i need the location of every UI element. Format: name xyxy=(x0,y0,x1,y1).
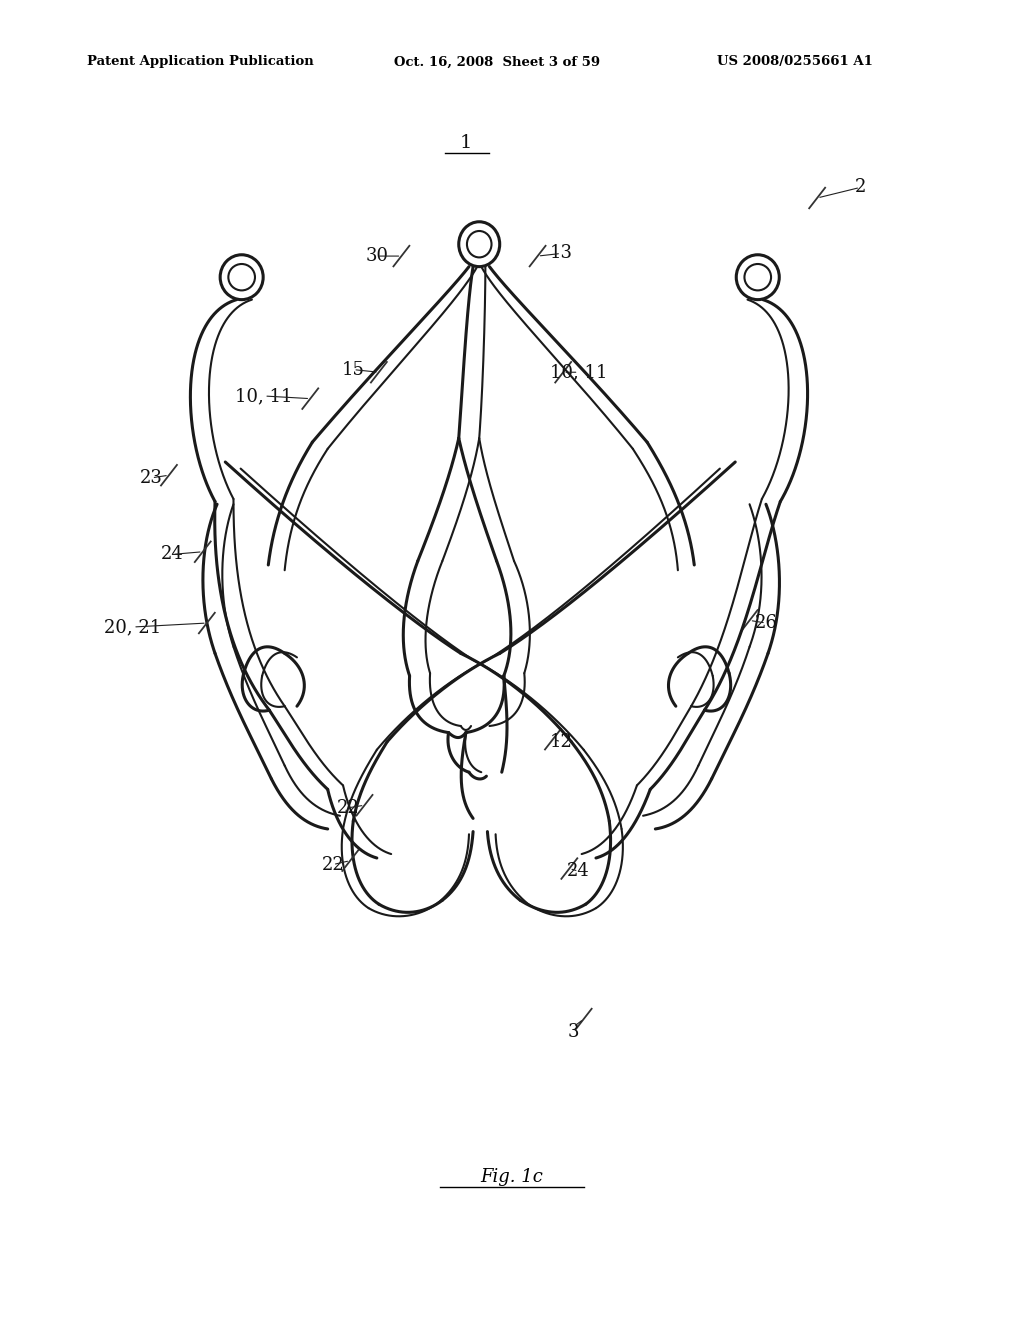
Text: 22: 22 xyxy=(322,855,344,874)
Text: 10, 11: 10, 11 xyxy=(550,363,607,381)
Text: Oct. 16, 2008  Sheet 3 of 59: Oct. 16, 2008 Sheet 3 of 59 xyxy=(394,55,600,69)
Text: 13: 13 xyxy=(550,244,572,263)
Text: 10, 11: 10, 11 xyxy=(236,387,293,405)
Text: 2: 2 xyxy=(854,178,866,197)
Text: 1: 1 xyxy=(460,133,472,152)
Text: 22: 22 xyxy=(337,799,359,817)
Text: US 2008/0255661 A1: US 2008/0255661 A1 xyxy=(717,55,872,69)
Text: 23: 23 xyxy=(140,469,163,487)
Text: 30: 30 xyxy=(366,247,388,265)
Text: 24: 24 xyxy=(161,545,183,564)
Text: 3: 3 xyxy=(567,1023,580,1041)
Text: 15: 15 xyxy=(342,360,365,379)
Text: 12: 12 xyxy=(550,733,572,751)
Text: Patent Application Publication: Patent Application Publication xyxy=(87,55,313,69)
Text: 24: 24 xyxy=(567,862,590,880)
Text: 26: 26 xyxy=(755,614,777,632)
Text: Fig. 1c: Fig. 1c xyxy=(480,1168,544,1187)
Text: 20, 21: 20, 21 xyxy=(104,618,162,636)
